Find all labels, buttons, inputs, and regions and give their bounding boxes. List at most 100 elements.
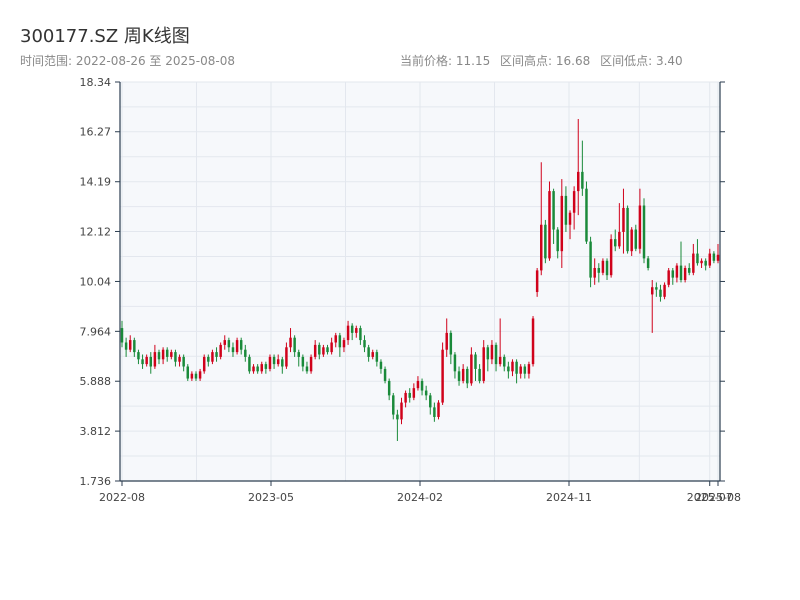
candle-body	[285, 347, 288, 367]
candle-body	[712, 253, 716, 261]
candle-body	[404, 392, 407, 403]
candle-body	[223, 340, 227, 345]
grid	[120, 81, 720, 482]
candle-body	[412, 388, 416, 398]
candle-body	[683, 267, 687, 281]
candle-body	[276, 359, 280, 365]
candle-body	[367, 347, 370, 357]
candle-body	[478, 368, 481, 381]
candle-body	[120, 328, 124, 343]
candle-body	[408, 392, 411, 398]
candle-body	[560, 195, 564, 252]
candle-body	[420, 380, 424, 391]
candle-body	[626, 207, 629, 252]
candle-body	[692, 253, 695, 273]
candle-body	[511, 361, 514, 372]
y-tick-label: 3.812	[80, 425, 112, 438]
candle-body	[687, 267, 691, 273]
x-tick-label: 2024-02	[397, 491, 443, 504]
candle-body	[318, 344, 321, 355]
candle-body	[264, 364, 268, 369]
candle-body	[252, 366, 255, 372]
candle-body	[170, 352, 173, 357]
candle-body	[342, 340, 346, 348]
x-tick-label: 2022-08	[99, 491, 145, 504]
candle-body	[507, 366, 510, 372]
candle-body	[182, 356, 185, 367]
candle-body	[638, 205, 642, 249]
candle-body	[453, 354, 457, 372]
candle-body	[544, 224, 547, 259]
candle-body	[149, 356, 153, 367]
stats-bar: 当前价格: 11.15 区间高点: 16.68 区间低点: 3.40	[400, 52, 689, 69]
candle-body	[338, 335, 342, 348]
candle-body	[609, 239, 613, 276]
candle-body	[219, 344, 222, 357]
page-title: 300177.SZ 周K线图	[20, 26, 190, 47]
candle-body	[326, 347, 329, 353]
candle-body	[231, 347, 235, 353]
candle-body	[531, 318, 535, 365]
candle-body	[379, 361, 383, 369]
candle-body	[523, 366, 527, 374]
candle-body	[355, 328, 358, 333]
candle-body	[186, 366, 190, 379]
candle-body	[445, 332, 448, 350]
candle-body	[202, 356, 206, 372]
candle-body	[618, 231, 621, 247]
candle-body	[634, 229, 638, 249]
range-low-label: 区间低点: 3.40	[600, 54, 683, 68]
candle-body	[161, 349, 165, 360]
x-tick-label: 2025-07	[687, 491, 733, 504]
candle-body	[124, 342, 128, 350]
candle-body	[383, 368, 387, 381]
x-tick-label: 2024-11	[546, 491, 592, 504]
candle-body	[375, 352, 379, 362]
candle-body	[396, 414, 399, 420]
candle-body	[363, 340, 366, 348]
candle-body	[268, 356, 272, 369]
candle-body	[272, 356, 276, 365]
candle-body	[650, 287, 654, 295]
candle-body	[309, 356, 313, 372]
candle-body	[350, 325, 354, 333]
candle-body	[190, 373, 194, 379]
candle-body	[334, 335, 337, 343]
candle-body	[585, 188, 588, 242]
candle-body	[519, 366, 522, 374]
candle-body	[503, 356, 506, 367]
y-tick-label: 10.04	[80, 275, 112, 288]
y-tick-label: 5.888	[80, 375, 112, 388]
candle-body	[153, 352, 157, 367]
candle-body	[313, 344, 317, 357]
candle-body	[260, 364, 263, 372]
y-tick-label: 7.964	[80, 325, 112, 338]
candle-body	[165, 349, 169, 357]
candle-body	[141, 359, 144, 365]
candle-body	[490, 344, 494, 360]
candle-body	[646, 258, 650, 268]
candle-body	[207, 356, 210, 362]
axes: 1.736 3.812 5.888 7.964 10.04 12.12 14.19 16.27…	[80, 76, 741, 504]
date-range-label: 时间范围: 2022-08-26 至 2025-08-08	[20, 54, 235, 68]
candle-body	[256, 366, 259, 372]
candle-body	[301, 356, 305, 367]
candle-body	[679, 265, 683, 281]
candle-body	[564, 195, 568, 225]
candle-body	[174, 352, 177, 362]
candle-body	[235, 340, 239, 353]
candle-body	[387, 380, 391, 396]
candle-body	[605, 260, 609, 276]
candle-body	[305, 366, 309, 372]
candle-body	[716, 254, 720, 261]
candle-body	[667, 270, 670, 285]
candles	[120, 119, 720, 442]
candle-body	[486, 347, 490, 360]
candle-body	[457, 371, 461, 381]
candle-body	[535, 270, 539, 293]
candle-body	[416, 380, 420, 389]
candle-body	[227, 340, 231, 348]
candle-body	[424, 390, 428, 396]
candle-body	[466, 368, 469, 384]
candle-body	[359, 328, 362, 341]
